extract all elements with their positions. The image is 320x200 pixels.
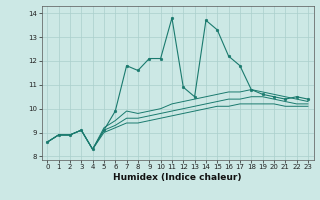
X-axis label: Humidex (Indice chaleur): Humidex (Indice chaleur) [113,173,242,182]
